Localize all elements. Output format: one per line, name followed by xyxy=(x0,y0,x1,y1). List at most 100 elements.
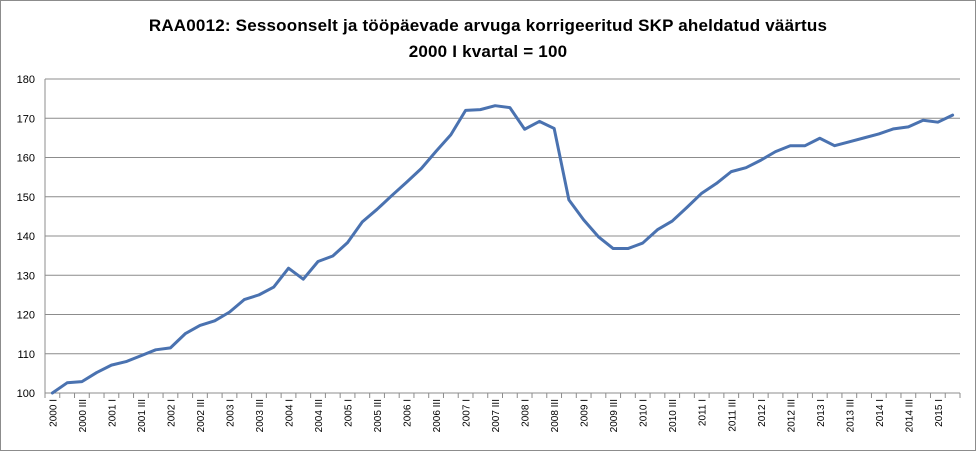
data-point xyxy=(287,266,290,270)
x-tick-label: 2015 I xyxy=(934,399,945,427)
data-point xyxy=(907,125,910,129)
data-point xyxy=(361,220,364,224)
data-point xyxy=(420,167,423,170)
x-tick-label: 2003 III xyxy=(255,399,266,432)
x-tick-label: 2011 I xyxy=(698,399,709,426)
data-point xyxy=(213,319,216,322)
data-point xyxy=(641,241,644,245)
x-tick-label: 2006 III xyxy=(432,399,443,432)
x-tick-label: 2005 III xyxy=(373,399,384,432)
data-point xyxy=(597,235,600,238)
x-tick-label: 2000 III xyxy=(78,399,89,432)
x-tick-label: 2004 III xyxy=(314,399,325,432)
data-point xyxy=(110,363,113,367)
data-point xyxy=(552,127,556,130)
x-tick-label: 2002 III xyxy=(196,399,207,432)
x-tick-label: 2009 III xyxy=(609,399,620,432)
data-point xyxy=(951,113,954,117)
data-point xyxy=(51,391,54,395)
data-point xyxy=(316,260,320,263)
data-point xyxy=(523,128,526,131)
series-group xyxy=(50,104,955,395)
x-tick-label: 2005 I xyxy=(344,399,355,427)
x-tick-label: 2006 I xyxy=(403,399,414,427)
x-tick-label: 2011 III xyxy=(727,399,738,432)
x-tick-label: 2010 III xyxy=(668,399,679,432)
data-point xyxy=(95,371,98,374)
x-tick-label: 2009 I xyxy=(580,399,591,427)
data-point xyxy=(744,166,748,169)
data-point xyxy=(789,144,792,147)
x-tick-label: 2000 I xyxy=(48,399,59,427)
data-point xyxy=(656,228,659,231)
x-tick-label: 2012 I xyxy=(757,399,768,427)
series-line xyxy=(50,104,955,395)
data-point xyxy=(331,254,334,258)
x-tick-label: 2014 III xyxy=(904,399,915,432)
chart-title: RAA0012: Sessoonselt ja tööpäevade arvug… xyxy=(148,16,828,35)
x-tick-label: 2012 III xyxy=(786,399,797,432)
data-point xyxy=(375,208,379,211)
y-tick-label: 150 xyxy=(17,192,35,204)
data-point xyxy=(730,170,733,173)
y-tick-label: 160 xyxy=(17,153,35,165)
y-tick-label: 170 xyxy=(17,113,35,125)
x-tick-label: 2013 III xyxy=(845,399,856,432)
y-tick-label: 120 xyxy=(17,310,35,322)
data-point xyxy=(346,241,349,244)
data-point xyxy=(493,104,497,107)
data-point xyxy=(582,218,585,222)
x-tick-label: 2013 I xyxy=(816,399,827,427)
data-point xyxy=(124,360,128,363)
data-point xyxy=(611,247,615,250)
data-point xyxy=(257,293,261,297)
x-tick-label: 2002 I xyxy=(166,399,177,427)
data-point xyxy=(302,277,305,281)
x-tick-label: 2003 I xyxy=(225,399,236,427)
x-tick-label: 2004 I xyxy=(285,399,296,427)
data-point xyxy=(228,310,231,314)
data-point xyxy=(390,194,394,197)
data-point xyxy=(774,150,777,153)
x-tick-label: 2008 I xyxy=(521,399,532,427)
data-point xyxy=(848,140,851,143)
data-point xyxy=(405,181,408,184)
data-point xyxy=(538,120,541,123)
data-point xyxy=(833,144,836,147)
data-point xyxy=(464,109,467,112)
data-point xyxy=(877,132,881,136)
data-point xyxy=(139,354,143,357)
data-point xyxy=(862,136,866,140)
x-tick-label: 2001 I xyxy=(107,399,118,427)
data-point xyxy=(479,108,482,111)
data-point xyxy=(154,348,157,352)
data-point xyxy=(567,198,571,202)
data-point xyxy=(921,119,925,122)
x-tick-label: 2008 III xyxy=(550,399,561,432)
data-point xyxy=(449,133,453,136)
gridlines xyxy=(45,78,960,394)
y-tick-label: 110 xyxy=(17,349,35,361)
x-axis: 2000 I 2000 III 2001 I 2001 III 2002 I 2002 I… xyxy=(44,392,961,432)
data-point xyxy=(936,120,940,124)
data-point xyxy=(508,106,512,109)
chart-subtitle: 2000 I kvartal = 100 xyxy=(408,42,568,61)
data-point xyxy=(700,192,703,195)
y-tick-label: 130 xyxy=(17,270,35,282)
x-tick-label: 2010 I xyxy=(639,399,650,427)
y-tick-label: 100 xyxy=(17,388,35,400)
data-point xyxy=(184,332,187,335)
data-point xyxy=(65,381,69,384)
data-point xyxy=(803,144,807,147)
data-point xyxy=(243,298,246,301)
data-point xyxy=(626,247,630,250)
y-tick-label: 140 xyxy=(17,231,35,243)
x-tick-label: 2001 III xyxy=(137,399,148,432)
data-point xyxy=(434,150,438,153)
y-axis: 100 110 120 130 140 150 160 170 180 xyxy=(17,74,46,400)
data-point xyxy=(169,346,172,350)
data-point xyxy=(892,127,895,131)
data-point xyxy=(715,182,718,185)
